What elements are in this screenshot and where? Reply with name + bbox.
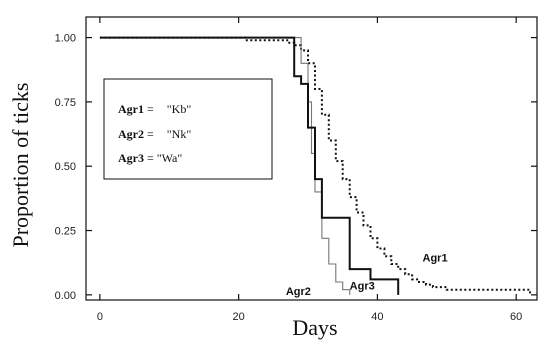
- plot-area: Agr1 Agr2 Agr3: [99, 36, 532, 298]
- x-tick-label: 0: [97, 311, 103, 323]
- y-tick-label: 0.75: [55, 97, 76, 109]
- series-line-agr1: [99, 36, 532, 295]
- y-tick-label: 1.00: [55, 33, 76, 45]
- y-tick-label: 0.50: [55, 161, 76, 173]
- legend-entry-agr1: Agr1 = "Kb": [118, 102, 191, 116]
- y-tick-label: 0.00: [55, 290, 76, 302]
- x-tick-label: 40: [371, 311, 383, 323]
- legend: Agr1 = "Kb" Agr2 = "Nk" Agr3 = "Wa": [103, 78, 273, 180]
- x-axis-label: Days: [292, 315, 337, 340]
- series-label-agr1: Agr1: [423, 252, 448, 264]
- x-tick-label: 20: [233, 311, 245, 323]
- series-label-agr3: Agr3: [350, 281, 375, 293]
- y-axis-label: Proportion of ticks: [8, 83, 33, 248]
- legend-entry-agr3: Agr3 = "Wa": [118, 151, 182, 165]
- x-tick-label: 60: [510, 311, 522, 323]
- series-line-agr3: [99, 36, 400, 295]
- axis-ticks: 0 20 40 60 0.00 0.25 0.50 0.75 1.00: [55, 17, 537, 323]
- y-tick-label: 0.25: [55, 226, 76, 238]
- series-label-agr2: Agr2: [286, 286, 311, 298]
- plot-frame: [85, 16, 538, 301]
- legend-entry-agr2: Agr2 = "Nk": [118, 127, 191, 141]
